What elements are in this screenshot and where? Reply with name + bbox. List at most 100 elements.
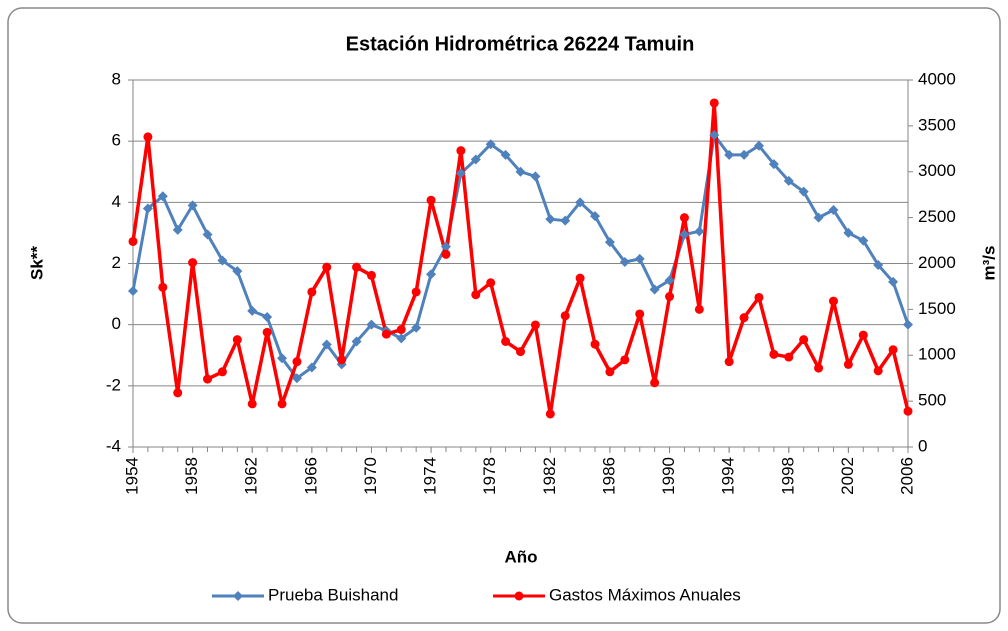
- point: [396, 333, 407, 344]
- y2-tick-label: 1000: [918, 345, 956, 364]
- point: [828, 204, 839, 215]
- point: [650, 378, 660, 388]
- point: [784, 352, 794, 362]
- y-tick-label: 0: [112, 314, 121, 333]
- point: [888, 276, 899, 287]
- point: [128, 286, 138, 297]
- legend-marker: [233, 591, 243, 601]
- point: [560, 311, 570, 321]
- x-tick-label: 1978: [480, 457, 499, 495]
- y2-tick-label: 0: [918, 436, 927, 455]
- point: [605, 367, 615, 377]
- point: [530, 171, 541, 182]
- point: [903, 319, 913, 330]
- point: [217, 255, 228, 266]
- point: [560, 215, 571, 226]
- point: [277, 353, 288, 364]
- point: [709, 98, 719, 108]
- point: [262, 327, 272, 337]
- point: [604, 237, 615, 248]
- point: [187, 200, 198, 211]
- y2-tick-label: 4000: [918, 69, 956, 88]
- point: [783, 175, 794, 186]
- point: [679, 213, 689, 223]
- y-tick-label: 2: [112, 253, 121, 272]
- point: [292, 357, 302, 367]
- point: [142, 203, 153, 214]
- x-tick-label: 2006: [897, 457, 916, 495]
- point: [843, 359, 853, 369]
- point: [291, 373, 302, 384]
- point: [202, 229, 213, 240]
- point: [798, 186, 809, 197]
- point: [158, 282, 168, 292]
- x-tick-label: 1974: [421, 457, 440, 495]
- x-axis-label: Año: [504, 547, 537, 566]
- y-tick-label: 4: [112, 192, 121, 211]
- y-tick-label: 8: [112, 69, 121, 88]
- y-axis-label: Sk**: [27, 246, 46, 280]
- point: [635, 309, 645, 319]
- point: [724, 357, 734, 367]
- x-tick-label: 1986: [599, 457, 618, 495]
- point: [575, 273, 585, 283]
- point: [813, 212, 824, 223]
- point: [620, 355, 630, 365]
- point: [352, 262, 362, 272]
- point: [426, 269, 437, 280]
- point: [873, 260, 884, 271]
- x-tick-label: 1962: [242, 457, 261, 495]
- point: [471, 290, 481, 300]
- point: [262, 312, 273, 323]
- y2-tick-label: 3500: [918, 115, 956, 134]
- x-tick-label: 1998: [778, 457, 797, 495]
- point: [858, 235, 869, 246]
- x-tick-label: 1990: [659, 457, 678, 495]
- point: [411, 322, 422, 333]
- point: [516, 347, 525, 357]
- point: [188, 258, 198, 268]
- point: [203, 374, 213, 384]
- point: [351, 336, 362, 347]
- point: [739, 313, 749, 323]
- legend-label: Prueba Buishand: [268, 585, 398, 604]
- y2-tick-label: 500: [918, 391, 946, 410]
- point: [426, 195, 436, 205]
- point: [232, 266, 243, 277]
- point: [873, 366, 883, 376]
- point: [217, 367, 227, 377]
- x-tick-label: 1954: [122, 457, 141, 495]
- point: [694, 226, 705, 237]
- point: [768, 159, 779, 170]
- point: [441, 249, 451, 259]
- point: [396, 325, 406, 335]
- point: [828, 296, 838, 306]
- point: [366, 319, 377, 330]
- y-tick-label: -2: [106, 375, 121, 394]
- y2-tick-label: 2500: [918, 207, 956, 226]
- point: [814, 363, 824, 373]
- point: [739, 149, 750, 160]
- point: [456, 146, 466, 156]
- point: [545, 214, 556, 225]
- point: [515, 166, 526, 177]
- point: [322, 262, 332, 272]
- point: [545, 409, 555, 419]
- x-tick-label: 1970: [361, 457, 380, 495]
- point: [724, 149, 735, 160]
- point: [277, 399, 287, 409]
- point: [173, 388, 183, 398]
- point: [903, 406, 913, 416]
- point: [485, 139, 496, 150]
- point: [128, 236, 138, 246]
- point: [858, 330, 868, 340]
- point: [665, 292, 675, 302]
- chart-title: Estación Hidrométrica 26224 Tamuin: [346, 33, 695, 55]
- x-tick-label: 1994: [719, 457, 738, 495]
- point: [470, 154, 481, 165]
- y2-tick-label: 1500: [918, 299, 956, 318]
- legend-marker: [514, 591, 524, 601]
- point: [619, 256, 630, 267]
- point: [769, 349, 779, 359]
